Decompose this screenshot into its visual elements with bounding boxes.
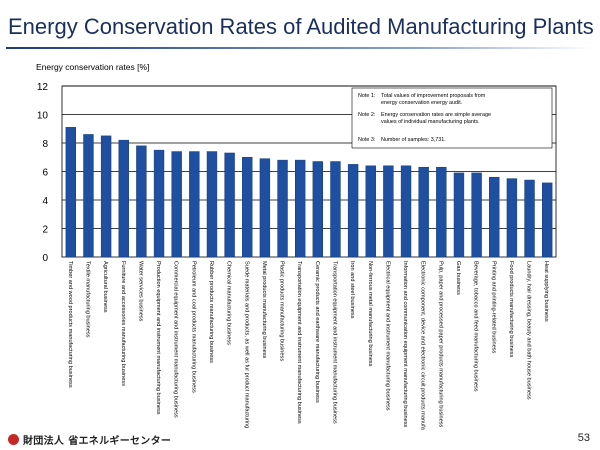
bar: [330, 161, 341, 258]
organization-prefix: 財団法人: [23, 436, 65, 447]
bar: [242, 157, 253, 258]
bar: [277, 159, 288, 258]
y-tick-label: 2: [42, 225, 48, 236]
bar: [383, 165, 394, 258]
bar-chart: Energy conservation rates [%] 0 2 4 6 8 10 12 Ti…: [36, 62, 557, 430]
x-tick-label: Transportation equipment and instrument …: [296, 261, 302, 424]
x-tick-label: Pulp, paper and processed paper products…: [437, 261, 443, 428]
bar: [436, 166, 447, 258]
note-label: Note 3:: [358, 137, 375, 143]
y-tick-label: 8: [42, 139, 48, 150]
x-tick-label: Information and communication equipment …: [402, 261, 408, 428]
note-label: Note 1:: [358, 93, 375, 99]
x-tick-label: Petroleum and coal products manufacturin…: [190, 261, 196, 393]
note-text: Total values of improvement proposals fr…: [381, 93, 486, 106]
notes-box: [351, 87, 553, 149]
bar: [118, 139, 129, 258]
bar: [83, 134, 94, 258]
x-tick-label: Transportation equipment and instrument …: [331, 261, 337, 424]
bar: [506, 178, 518, 258]
x-tick-label: Iron and steel business: [349, 261, 355, 319]
x-tick-label: Non-ferrous metal manufacturing business: [367, 261, 373, 367]
x-tick-label: Metal products manufacturing business: [261, 261, 267, 359]
x-tick-label: Ceramic products and earthware manufactu…: [314, 261, 320, 403]
note-label: Note 2:: [358, 112, 375, 118]
x-tick-label: Laundry, hair dressing, beauty and bath …: [526, 261, 532, 400]
x-tick-label: Heat supplying business: [543, 261, 549, 322]
bar: [294, 159, 306, 258]
x-tick-label: Rubber products manufacturing business: [208, 261, 214, 363]
bar: [312, 161, 324, 258]
bar: [65, 127, 77, 258]
y-axis-label: Energy conservation rates [%]: [36, 62, 149, 72]
note-text: Number of samples: 3,731.: [381, 137, 446, 143]
x-tick-label: Beverage, tobacco and feed manufacturing…: [473, 261, 479, 392]
y-tick-label: 10: [37, 111, 49, 122]
bar: [400, 165, 412, 258]
x-tick-label: Suede materials and products, as well as…: [243, 261, 249, 430]
bar: [206, 151, 218, 258]
x-tick-label: Water services business: [137, 261, 143, 322]
x-tick-label: Chemical manufacturing business: [226, 261, 232, 345]
bar: [453, 172, 465, 258]
bar: [136, 145, 147, 258]
x-tick-label: Textile manufacturing business: [84, 261, 90, 338]
bar: [171, 151, 182, 258]
bar: [524, 179, 535, 258]
x-tick-label: Food products manufacturing business: [508, 261, 514, 358]
x-tick-label: Timber and wood products manufacturing b…: [67, 261, 73, 388]
bar: [365, 165, 376, 258]
y-tick-label: 12: [37, 82, 49, 93]
organization-logo: 財団法人 省エネルギーセンター: [8, 432, 171, 447]
bar: [541, 182, 553, 258]
x-tick-label: Agricultural business: [102, 261, 108, 313]
x-tick-label: Electrical equipment and instrument manu…: [384, 261, 390, 411]
bar: [224, 152, 235, 258]
bar: [489, 176, 500, 258]
bar: [100, 135, 112, 258]
note-text: Energy conservation rates are simple ave…: [381, 112, 491, 125]
x-tick-label: Printing and printing-related business: [490, 261, 496, 354]
page-number: 53: [577, 432, 590, 444]
bar: [347, 164, 359, 258]
y-tick-label: 0: [42, 253, 48, 264]
x-tick-label: Gas business: [455, 261, 461, 295]
bar: [471, 172, 482, 258]
x-tick-label: Production equipment and instrument manu…: [155, 261, 161, 415]
title-rule: [6, 47, 594, 49]
x-tick-label: Plastic products manufacturing business: [279, 261, 285, 361]
y-tick-label: 6: [42, 168, 48, 179]
organization-name: 省エネルギーセンター: [68, 436, 172, 447]
x-tick-label: Commercial equipment and instrument manu…: [173, 261, 179, 418]
page-title: Energy Conservation Rates of Audited Man…: [8, 14, 594, 39]
y-tick-label: 4: [42, 196, 48, 207]
organization-logo-icon: [8, 434, 19, 445]
bar: [189, 151, 200, 258]
bar: [153, 149, 165, 258]
bar: [259, 158, 271, 258]
x-tick-label: Furniture and accessories manufacturing …: [120, 261, 126, 386]
x-tick-label: Electronic component, device and electro…: [420, 261, 426, 430]
bar: [418, 166, 429, 258]
